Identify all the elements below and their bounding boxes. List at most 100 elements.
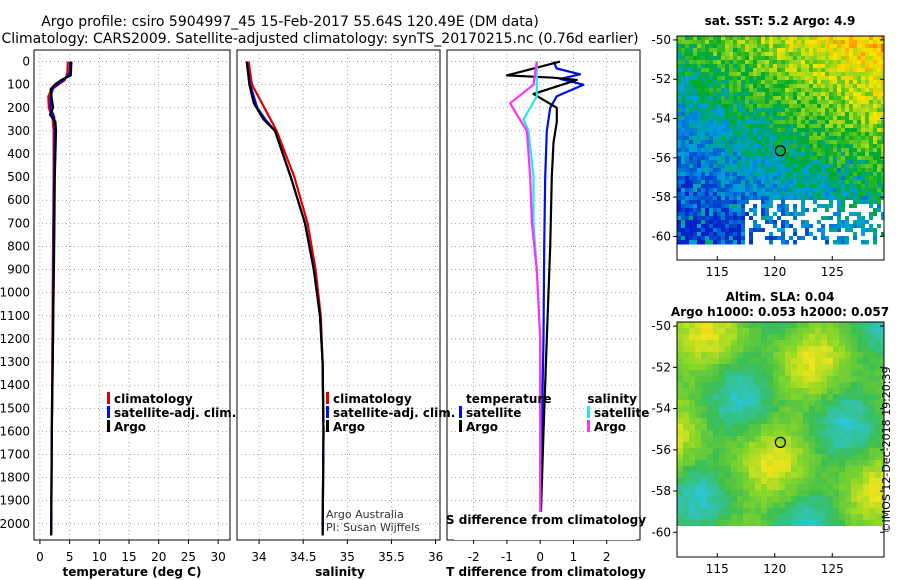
heatmap-cell bbox=[785, 160, 790, 165]
heatmap-cell bbox=[857, 496, 864, 503]
heatmap-cell bbox=[881, 148, 884, 153]
heatmap-cell bbox=[765, 160, 770, 165]
heatmap-cell bbox=[821, 430, 828, 437]
heatmap-cell bbox=[785, 460, 792, 467]
heatmap-cell bbox=[769, 36, 774, 41]
heatmap-cell bbox=[793, 140, 798, 145]
series-line bbox=[505, 60, 578, 536]
heatmap-cell bbox=[709, 212, 714, 217]
heatmap-cell bbox=[857, 40, 862, 45]
heatmap-cell bbox=[705, 232, 710, 237]
heatmap-cell bbox=[805, 228, 810, 233]
heatmap-cell bbox=[697, 100, 702, 105]
heatmap-cell bbox=[713, 60, 718, 65]
heatmap-cell bbox=[785, 84, 790, 89]
heatmap-cell bbox=[693, 84, 698, 89]
heatmap-cell bbox=[693, 184, 698, 189]
heatmap-cell bbox=[677, 364, 684, 371]
heatmap-cell bbox=[857, 144, 862, 149]
heatmap-cell bbox=[869, 334, 876, 341]
heatmap-cell bbox=[733, 104, 738, 109]
heatmap-cell bbox=[845, 156, 850, 161]
heatmap-cell bbox=[815, 412, 822, 419]
heatmap-cell bbox=[757, 60, 762, 65]
heatmap-cell bbox=[731, 526, 738, 533]
heatmap-cell bbox=[733, 232, 738, 237]
heatmap-cell bbox=[873, 68, 878, 73]
heatmap-cell bbox=[833, 156, 838, 161]
heatmap-cell bbox=[689, 370, 696, 377]
heatmap-cell bbox=[737, 328, 744, 335]
heatmap-cell bbox=[689, 124, 694, 129]
heatmap-cell bbox=[863, 346, 870, 353]
heatmap-cell bbox=[869, 48, 874, 53]
heatmap-cell bbox=[695, 358, 702, 365]
heatmap-cell bbox=[717, 208, 722, 213]
heatmap-cell bbox=[829, 76, 834, 81]
heatmap-cell bbox=[697, 200, 702, 205]
heatmap-cell bbox=[707, 484, 714, 491]
heatmap-cell bbox=[709, 208, 714, 213]
heatmap-cell bbox=[681, 72, 686, 77]
heatmap-cell bbox=[853, 196, 858, 201]
heatmap-cell bbox=[805, 144, 810, 149]
heatmap-cell bbox=[707, 400, 714, 407]
heatmap-cell bbox=[713, 168, 718, 173]
heatmap-cell bbox=[851, 448, 858, 455]
legend-label-sal-satellite: satellite bbox=[594, 406, 649, 420]
heatmap-cell bbox=[761, 112, 766, 117]
heatmap-cell bbox=[837, 216, 842, 221]
heatmap-cell bbox=[869, 76, 874, 81]
heatmap-cell bbox=[677, 514, 684, 521]
heatmap-cell bbox=[749, 56, 754, 61]
heatmap-cell bbox=[803, 448, 810, 455]
heatmap-cell bbox=[861, 76, 866, 81]
heatmap-cell bbox=[809, 56, 814, 61]
heatmap-cell bbox=[839, 334, 846, 341]
heatmap-cell bbox=[781, 60, 786, 65]
heatmap-cell bbox=[821, 224, 826, 229]
heatmap-cell bbox=[745, 116, 750, 121]
heatmap-cell bbox=[813, 132, 818, 137]
heatmap-cell bbox=[827, 508, 834, 515]
heatmap-cell bbox=[809, 48, 814, 53]
heatmap-cell bbox=[725, 376, 732, 383]
heatmap-cell bbox=[791, 358, 798, 365]
heatmap-cell bbox=[677, 44, 682, 49]
heatmap-cell bbox=[849, 232, 854, 237]
heatmap-cell bbox=[853, 52, 858, 57]
heatmap-cell bbox=[713, 322, 720, 329]
heatmap-cell bbox=[857, 394, 864, 401]
heatmap-cell bbox=[869, 100, 874, 105]
heatmap-cell bbox=[707, 502, 714, 509]
heatmap-cell bbox=[809, 144, 814, 149]
heatmap-cell bbox=[677, 48, 682, 53]
heatmap-cell bbox=[757, 40, 762, 45]
heatmap-cell bbox=[821, 76, 826, 81]
heatmap-cell bbox=[721, 216, 726, 221]
heatmap-cell bbox=[725, 496, 732, 503]
heatmap-cell bbox=[875, 394, 882, 401]
heatmap-cell bbox=[697, 44, 702, 49]
heatmap-cell bbox=[689, 200, 694, 205]
heatmap-cell bbox=[777, 96, 782, 101]
heatmap-cell bbox=[741, 64, 746, 69]
heatmap-cell bbox=[755, 358, 762, 365]
heatmap-cell bbox=[749, 240, 754, 245]
heatmap-cell bbox=[805, 116, 810, 121]
heatmap-cell bbox=[753, 48, 758, 53]
heatmap-cell bbox=[853, 100, 858, 105]
heatmap-cell bbox=[813, 116, 818, 121]
heatmap-cell bbox=[697, 64, 702, 69]
heatmap-cell bbox=[827, 376, 834, 383]
heatmap-cell bbox=[677, 520, 684, 526]
heatmap-cell bbox=[857, 442, 864, 449]
heatmap-cell bbox=[777, 116, 782, 121]
heatmap-cell bbox=[765, 144, 770, 149]
heatmap-cell bbox=[877, 236, 882, 241]
heatmap-cell bbox=[873, 228, 878, 233]
heatmap-cell bbox=[857, 48, 862, 53]
heatmap-cell bbox=[761, 346, 768, 353]
heatmap-cell bbox=[753, 84, 758, 89]
heatmap-cell bbox=[833, 196, 838, 201]
